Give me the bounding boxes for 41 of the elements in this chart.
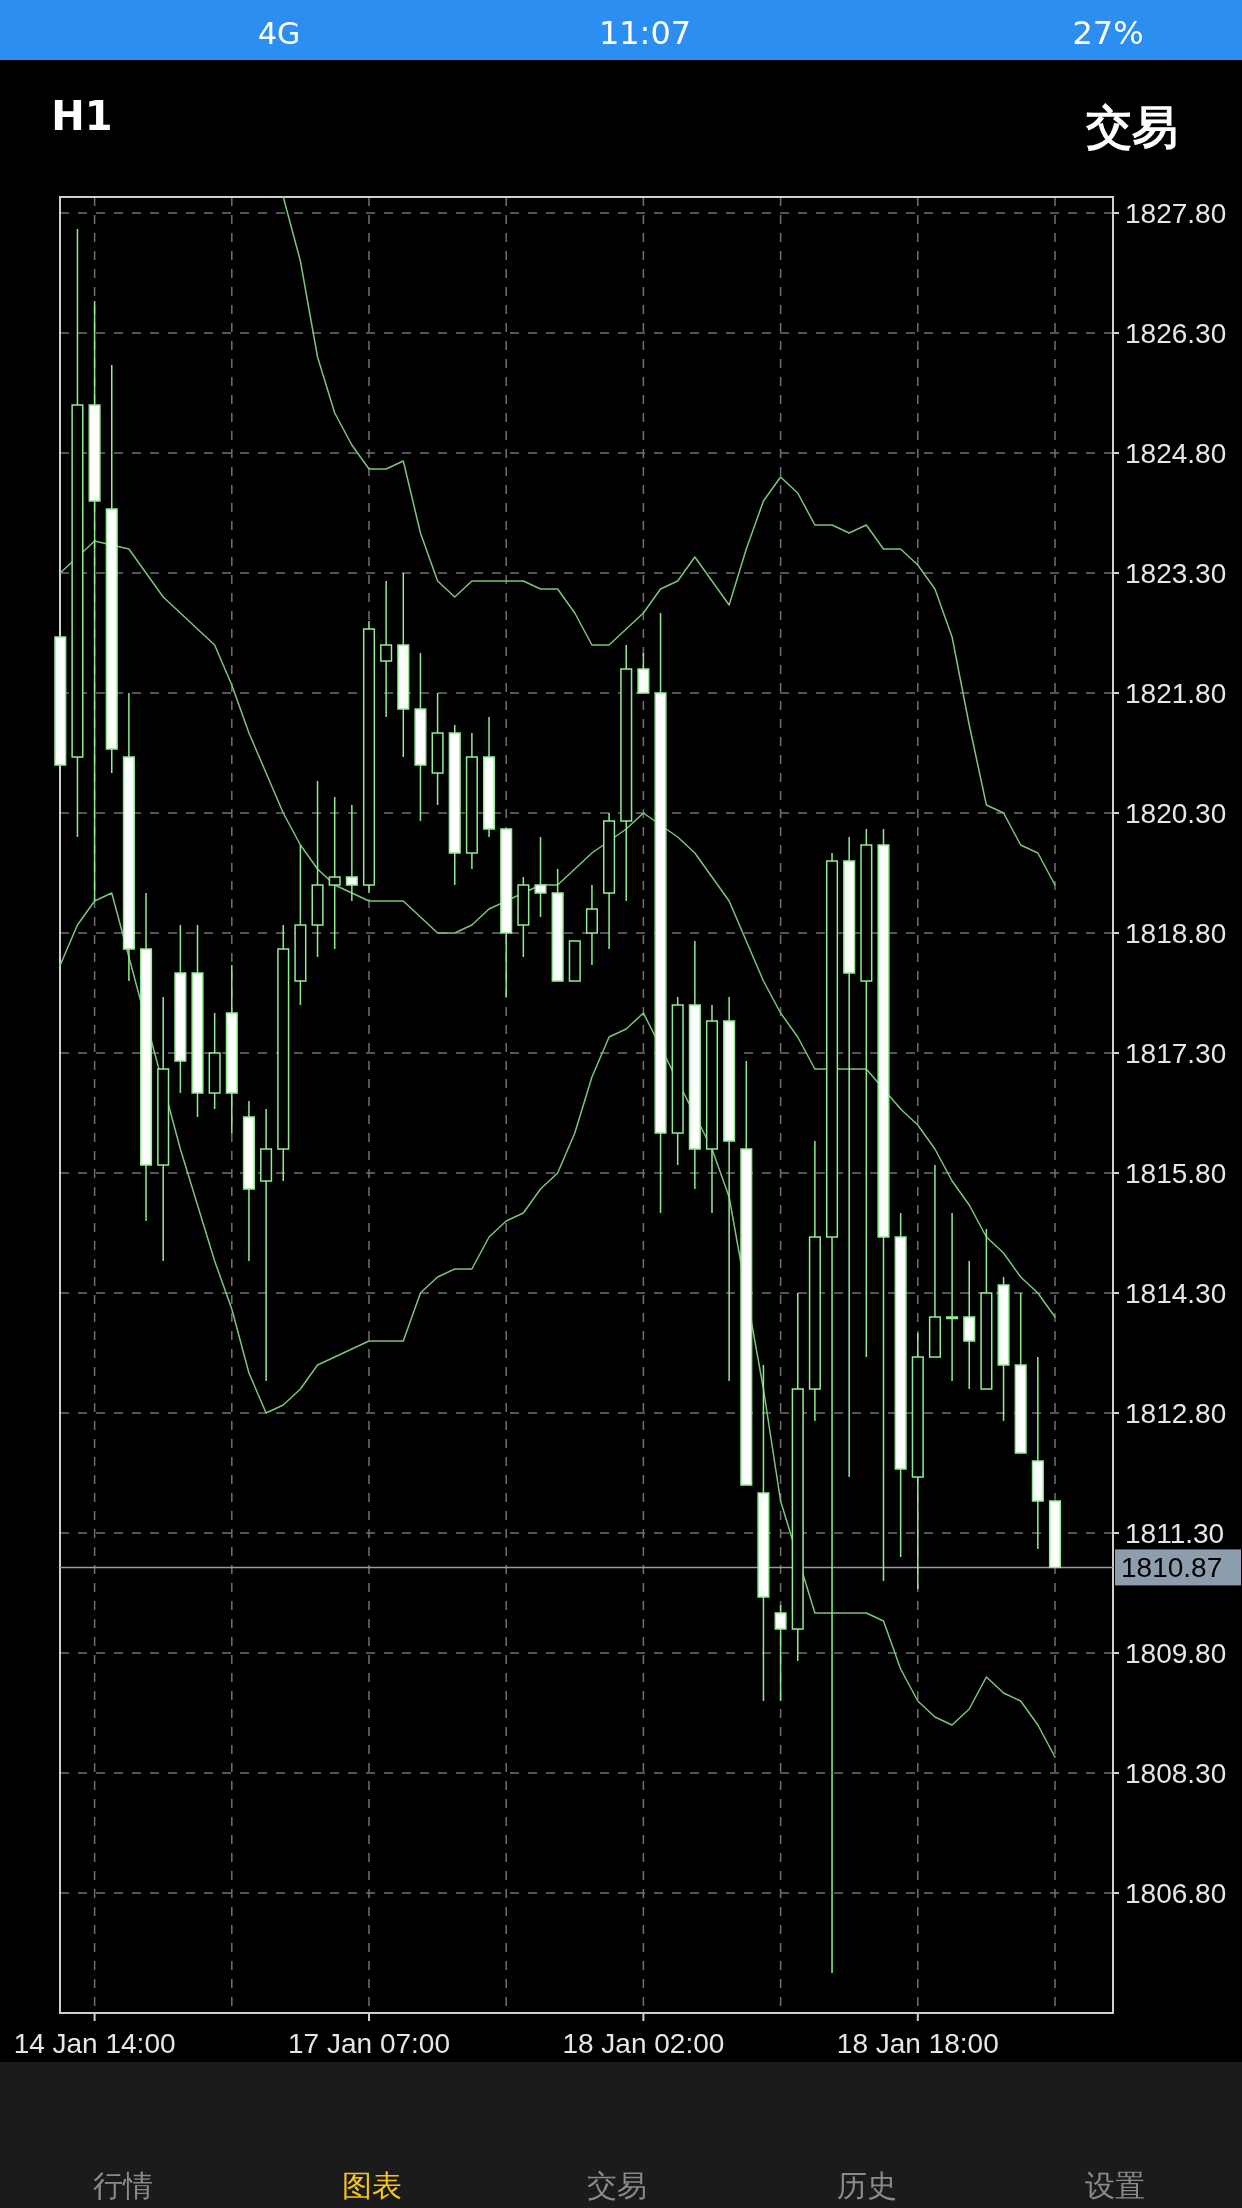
x-tick-label: 18 Jan 18:00 bbox=[836, 2028, 999, 2059]
y-tick-label: 1824.80 bbox=[1125, 438, 1227, 469]
text: 交易 bbox=[1085, 100, 1178, 154]
text: 4G bbox=[258, 16, 301, 51]
candlestick bbox=[345, 804, 358, 902]
y-tick-label: 1821.80 bbox=[1125, 678, 1227, 709]
text: 图表 bbox=[342, 2168, 402, 2203]
y-tick-label: 1815.80 bbox=[1125, 1158, 1227, 1189]
y-tick-label: 1823.30 bbox=[1125, 558, 1227, 589]
y-tick-label: 1826.30 bbox=[1125, 318, 1227, 349]
text: H1 bbox=[51, 93, 113, 139]
y-tick-label: 1809.80 bbox=[1125, 1638, 1227, 1669]
y-tick-label: 1818.80 bbox=[1125, 918, 1227, 949]
candlestick bbox=[946, 1212, 959, 1382]
y-tick-label: 1814.30 bbox=[1125, 1278, 1227, 1309]
y-tick-label: 1811.30 bbox=[1125, 1518, 1225, 1549]
candlestick bbox=[963, 1260, 976, 1390]
candlestick bbox=[328, 796, 341, 950]
y-tick-label: 1808.30 bbox=[1125, 1758, 1227, 1789]
y-tick-label: 1812.80 bbox=[1125, 1398, 1227, 1429]
x-tick-label: 17 Jan 07:00 bbox=[288, 2028, 450, 2059]
x-tick-label: 18 Jan 02:00 bbox=[562, 2028, 725, 2059]
candlestick bbox=[637, 652, 650, 694]
line-series bbox=[59, 540, 1056, 1318]
text: 27% bbox=[1072, 14, 1144, 52]
text: 行情 bbox=[93, 2168, 153, 2203]
candlestick bbox=[585, 884, 599, 966]
y-tick-label: 1817.30 bbox=[1125, 1038, 1227, 1069]
candlestick bbox=[380, 580, 393, 718]
candlestick bbox=[534, 836, 547, 918]
text: 历史 bbox=[837, 2168, 897, 2203]
x-tick-label: 14 Jan 14:00 bbox=[13, 2028, 176, 2059]
text: 交易 bbox=[587, 2168, 647, 2203]
line-series bbox=[282, 196, 1056, 886]
text: 11:07 bbox=[598, 14, 692, 52]
y-tick-label: 1806.80 bbox=[1125, 1878, 1227, 1909]
y-tick-label: 1820.30 bbox=[1125, 798, 1227, 829]
ref-line-label: 1810.87 bbox=[1121, 1552, 1223, 1584]
text: 设置 bbox=[1085, 2168, 1145, 2203]
y-tick-label: 1827.80 bbox=[1125, 198, 1227, 229]
candlestick bbox=[774, 1604, 787, 1702]
